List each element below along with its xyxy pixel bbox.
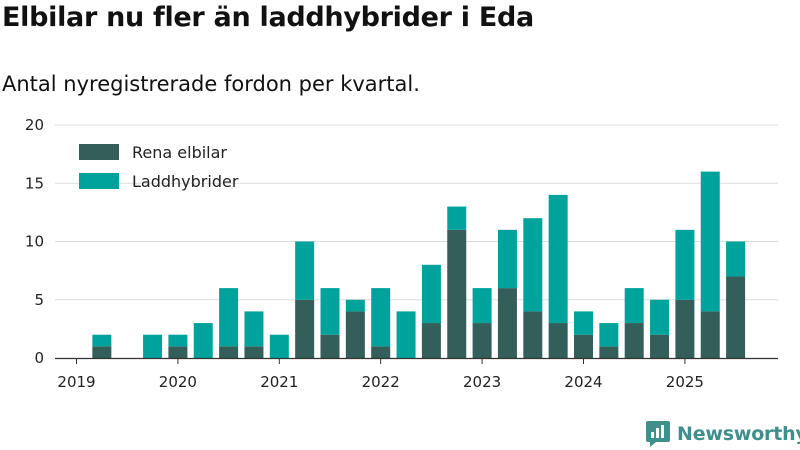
brand-logo: Newsworthy bbox=[645, 420, 800, 448]
legend-swatch-laddhybrider bbox=[79, 173, 119, 189]
bar-rena-elbilar bbox=[421, 323, 441, 358]
bar-rena-elbilar bbox=[523, 311, 543, 358]
brand-name: Newsworthy bbox=[677, 423, 800, 445]
bar-laddhybrider bbox=[295, 241, 315, 300]
legend-label-laddhybrider: Laddhybrider bbox=[132, 172, 239, 191]
bar-laddhybrider bbox=[92, 334, 112, 347]
y-tick-label: 10 bbox=[25, 233, 44, 251]
bar-rena-elbilar bbox=[726, 276, 746, 358]
bar-laddhybrider bbox=[599, 323, 619, 347]
bar-rena-elbilar bbox=[497, 288, 517, 358]
bar-laddhybrider bbox=[371, 288, 391, 347]
bar-rena-elbilar bbox=[472, 323, 492, 358]
legend-swatch-rena-elbilar bbox=[79, 144, 119, 160]
legend: Rena elbilar Laddhybrider bbox=[79, 143, 239, 191]
chart-title: Elbilar nu fler än laddhybrider i Eda bbox=[2, 2, 534, 33]
bar-laddhybrider bbox=[472, 288, 492, 324]
y-tick-label: 20 bbox=[25, 116, 44, 134]
bar-laddhybrider bbox=[219, 288, 239, 347]
bar-laddhybrider bbox=[168, 334, 188, 347]
bar-laddhybrider bbox=[269, 334, 289, 358]
legend-label-rena-elbilar: Rena elbilar bbox=[132, 143, 227, 162]
bar-rena-elbilar bbox=[320, 334, 340, 358]
bar-rena-elbilar bbox=[345, 311, 365, 358]
bar-rena-elbilar bbox=[548, 323, 568, 358]
y-tick-label: 5 bbox=[34, 291, 44, 309]
bar-laddhybrider bbox=[624, 288, 644, 324]
bar-rena-elbilar bbox=[574, 334, 593, 358]
bar-rena-elbilar bbox=[92, 346, 112, 358]
bar-laddhybrider bbox=[244, 311, 264, 347]
y-tick-label: 15 bbox=[25, 174, 44, 192]
x-tick-label: 2020 bbox=[159, 373, 197, 391]
bar-rena-elbilar bbox=[168, 346, 188, 358]
x-tick-label: 2023 bbox=[463, 373, 501, 391]
bar-laddhybrider bbox=[548, 194, 568, 324]
bar-laddhybrider bbox=[447, 206, 467, 230]
bar-rena-elbilar bbox=[700, 311, 720, 358]
bar-laddhybrider bbox=[421, 264, 441, 324]
bar-rena-elbilar bbox=[371, 346, 391, 358]
chart-subtitle: Antal nyregistrerade fordon per kvartal. bbox=[2, 72, 420, 96]
bar-laddhybrider bbox=[396, 311, 416, 358]
newsworthy-logo-icon bbox=[646, 421, 670, 447]
bar-rena-elbilar bbox=[219, 346, 239, 358]
bar-laddhybrider bbox=[700, 171, 720, 312]
x-tick-label: 2019 bbox=[57, 373, 95, 391]
bar-rena-elbilar bbox=[295, 299, 315, 358]
x-tick-label: 2024 bbox=[564, 373, 602, 391]
x-tick-label: 2025 bbox=[666, 373, 704, 391]
bar-laddhybrider bbox=[726, 241, 746, 277]
bar-laddhybrider bbox=[675, 229, 695, 300]
y-tick-label: 0 bbox=[34, 349, 44, 367]
bar-laddhybrider bbox=[497, 229, 517, 289]
bar-rena-elbilar bbox=[599, 346, 619, 358]
bars bbox=[92, 171, 746, 358]
bar-rena-elbilar bbox=[624, 323, 644, 358]
x-tick-label: 2021 bbox=[260, 373, 298, 391]
bar-laddhybrider bbox=[523, 218, 543, 312]
axes: 0 5 10 15 20 2019 2020 2021 2022 2023 2024 2025 bbox=[25, 116, 778, 391]
bar-laddhybrider bbox=[320, 288, 340, 335]
bar-rena-elbilar bbox=[447, 229, 467, 358]
bar-rena-elbilar bbox=[675, 299, 695, 358]
bar-laddhybrider bbox=[193, 323, 213, 358]
bar-laddhybrider bbox=[650, 299, 670, 335]
bar-laddhybrider bbox=[143, 334, 163, 358]
bar-laddhybrider bbox=[574, 311, 593, 335]
bar-rena-elbilar bbox=[650, 334, 670, 358]
bar-laddhybrider bbox=[345, 299, 365, 312]
x-tick-label: 2022 bbox=[362, 373, 400, 391]
bar-rena-elbilar bbox=[244, 346, 264, 358]
